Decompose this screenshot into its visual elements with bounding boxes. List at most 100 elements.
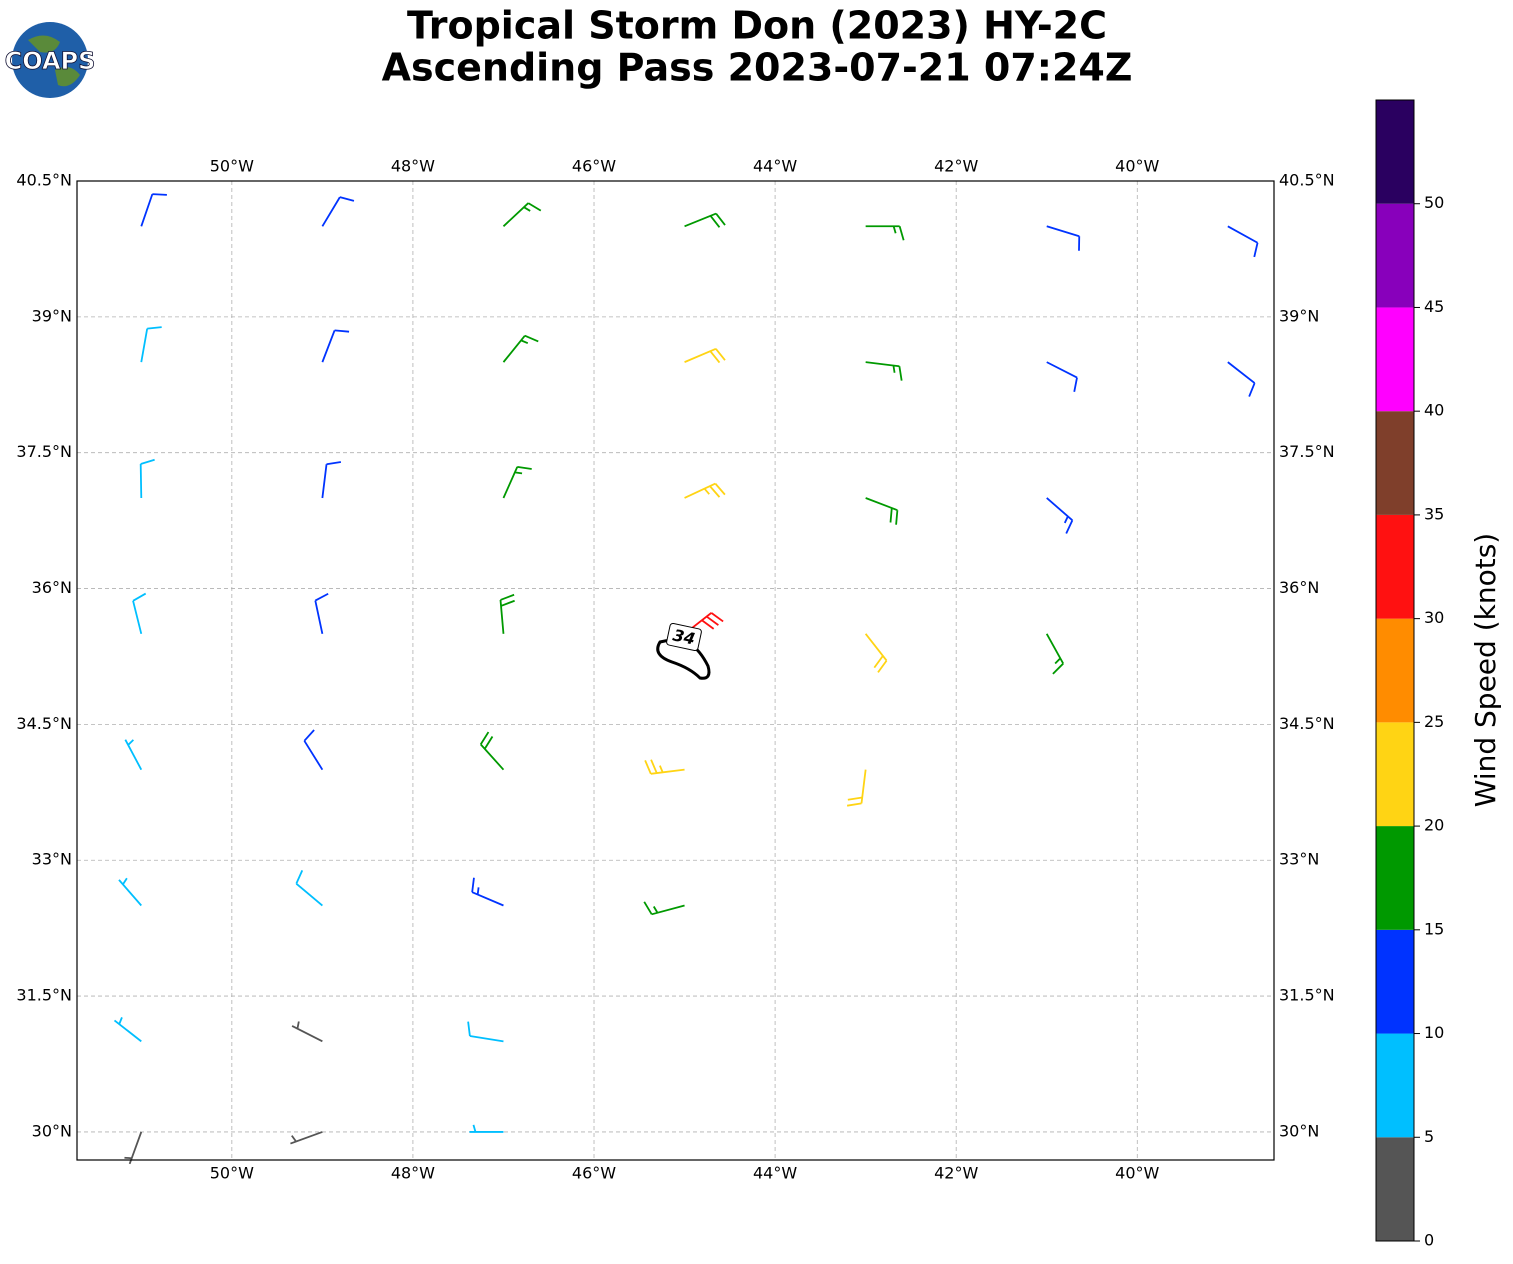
wind-barb bbox=[291, 1021, 323, 1043]
colorbar-segment bbox=[1376, 100, 1414, 204]
wind-barb bbox=[321, 196, 355, 227]
wind-barb bbox=[1227, 225, 1259, 258]
wind-barb bbox=[683, 612, 724, 635]
chart-subtitle: Ascending Pass 2023-07-21 07:24Z bbox=[382, 46, 1133, 90]
colorbar-segment bbox=[1376, 618, 1414, 723]
wind-barb bbox=[1045, 633, 1065, 675]
y-tick-label: 30°N bbox=[1279, 1121, 1319, 1140]
contour: 34 bbox=[656, 622, 711, 680]
wind-barb bbox=[865, 361, 903, 381]
y-tick-label: 37.5°N bbox=[1279, 442, 1335, 461]
y-tick-label: 39°N bbox=[32, 306, 72, 325]
x-tick-label: 44°W bbox=[753, 1164, 797, 1183]
x-tick-label: 46°W bbox=[572, 157, 616, 176]
colorbar-segment bbox=[1376, 929, 1414, 1034]
wind-barb bbox=[502, 202, 542, 227]
x-tick-label: 40°W bbox=[1115, 1164, 1159, 1183]
wind-barb bbox=[124, 739, 143, 771]
wind-barb bbox=[314, 592, 329, 635]
colorbar-segment bbox=[1376, 826, 1414, 930]
colorbar-label: Wind Speed (knots) bbox=[1469, 533, 1502, 807]
map-frame bbox=[76, 180, 1275, 1161]
wind-barb bbox=[124, 1131, 143, 1165]
contour-label: 34 bbox=[671, 625, 697, 648]
x-tick-label: 42°W bbox=[934, 1164, 978, 1183]
y-tick-label: 34.5°N bbox=[1279, 714, 1335, 733]
colorbar-tick-label: 40 bbox=[1424, 401, 1444, 420]
colorbar: 0 5 10 15 20 25 30 35 40 45 50 bbox=[1375, 99, 1444, 1250]
y-tick-label: 30°N bbox=[32, 1121, 72, 1140]
wind-barb bbox=[1046, 225, 1081, 251]
logo: COAPS bbox=[4, 22, 96, 98]
y-tick-label: 31.5°N bbox=[1279, 986, 1335, 1005]
wind-barb bbox=[684, 482, 726, 499]
axes: 50°W 50°W 48°W 48°W 46°W 46°W 44°W 44°W 42°W 42°W… bbox=[16, 157, 1334, 1183]
colorbar-frame bbox=[1375, 99, 1415, 1242]
colorbar-segment bbox=[1376, 722, 1414, 827]
y-tick-label: 33°N bbox=[32, 850, 72, 869]
colorbar-segment bbox=[1376, 307, 1414, 412]
x-tick-label: 50°W bbox=[210, 157, 254, 176]
wind-barb bbox=[499, 593, 515, 634]
y-tick-label: 36°N bbox=[32, 578, 72, 597]
x-tick-label: 48°W bbox=[391, 1164, 435, 1183]
chart-title: Tropical Storm Don (2023) HY-2C bbox=[407, 4, 1107, 48]
wind-barb bbox=[502, 466, 532, 499]
colorbar-tick-label: 5 bbox=[1424, 1127, 1434, 1146]
y-tick-label: 39°N bbox=[1279, 306, 1319, 325]
wind-barb bbox=[644, 759, 685, 775]
wind-barb bbox=[118, 877, 142, 907]
colorbar-tick-label: 15 bbox=[1424, 919, 1444, 938]
contour-label-box bbox=[666, 622, 702, 652]
wind-barb bbox=[469, 1124, 504, 1133]
logo-land bbox=[28, 35, 80, 87]
colorbar-tick-label: 0 bbox=[1424, 1231, 1434, 1250]
wind-barb bbox=[864, 633, 888, 673]
colorbar-tick-label: 35 bbox=[1424, 504, 1444, 523]
y-tick-label: 40.5°N bbox=[1279, 171, 1335, 190]
colorbar-segment bbox=[1376, 514, 1414, 619]
y-tick-label: 33°N bbox=[1279, 850, 1319, 869]
barb-field bbox=[113, 193, 1259, 1165]
x-tick-label: 46°W bbox=[572, 1164, 616, 1183]
grid bbox=[77, 180, 1274, 1160]
wind-barb bbox=[140, 193, 167, 227]
x-tick-label: 44°W bbox=[753, 157, 797, 176]
colorbar-segment bbox=[1376, 203, 1414, 308]
wind-barb bbox=[502, 334, 539, 363]
wind-barb bbox=[684, 348, 726, 364]
y-tick-label: 37.5°N bbox=[16, 442, 72, 461]
wind-barb bbox=[1227, 361, 1256, 397]
wind-barb bbox=[303, 729, 324, 771]
y-tick-label: 40.5°N bbox=[16, 171, 72, 190]
wind-barb bbox=[140, 326, 162, 363]
wind-barb bbox=[290, 1131, 323, 1145]
x-tick-label: 40°W bbox=[1115, 157, 1159, 176]
wind-barb bbox=[321, 329, 350, 363]
wind-barb bbox=[113, 1017, 142, 1043]
wind-barb bbox=[132, 592, 147, 635]
y-tick-label: 31.5°N bbox=[16, 986, 72, 1005]
colorbar-tick-label: 45 bbox=[1424, 297, 1444, 316]
colorbar-tick-label: 50 bbox=[1424, 193, 1444, 212]
wind-barb bbox=[684, 212, 726, 228]
wind-barb bbox=[1046, 497, 1074, 534]
x-tick-label: 48°W bbox=[391, 157, 435, 176]
colorbar-tick-label: 30 bbox=[1424, 608, 1444, 627]
y-tick-label: 36°N bbox=[1279, 578, 1319, 597]
logo-text: COAPS bbox=[5, 47, 96, 75]
x-tick-label: 50°W bbox=[210, 1164, 254, 1183]
colorbar-segment bbox=[1376, 1033, 1414, 1138]
wind-barb bbox=[139, 458, 155, 498]
wind-barb bbox=[846, 769, 867, 807]
wind-barb bbox=[321, 461, 342, 499]
wind-barb bbox=[295, 869, 323, 907]
x-tick-label: 42°W bbox=[934, 157, 978, 176]
colorbar-tick-label: 25 bbox=[1424, 712, 1444, 731]
wind-barb bbox=[1046, 361, 1078, 393]
colorbar-segment bbox=[1376, 1137, 1414, 1241]
wind-barb bbox=[865, 225, 905, 241]
wind-barb bbox=[865, 497, 899, 525]
colorbar-tick-label: 10 bbox=[1424, 1023, 1444, 1042]
colorbar-tick-label: 20 bbox=[1424, 816, 1444, 835]
